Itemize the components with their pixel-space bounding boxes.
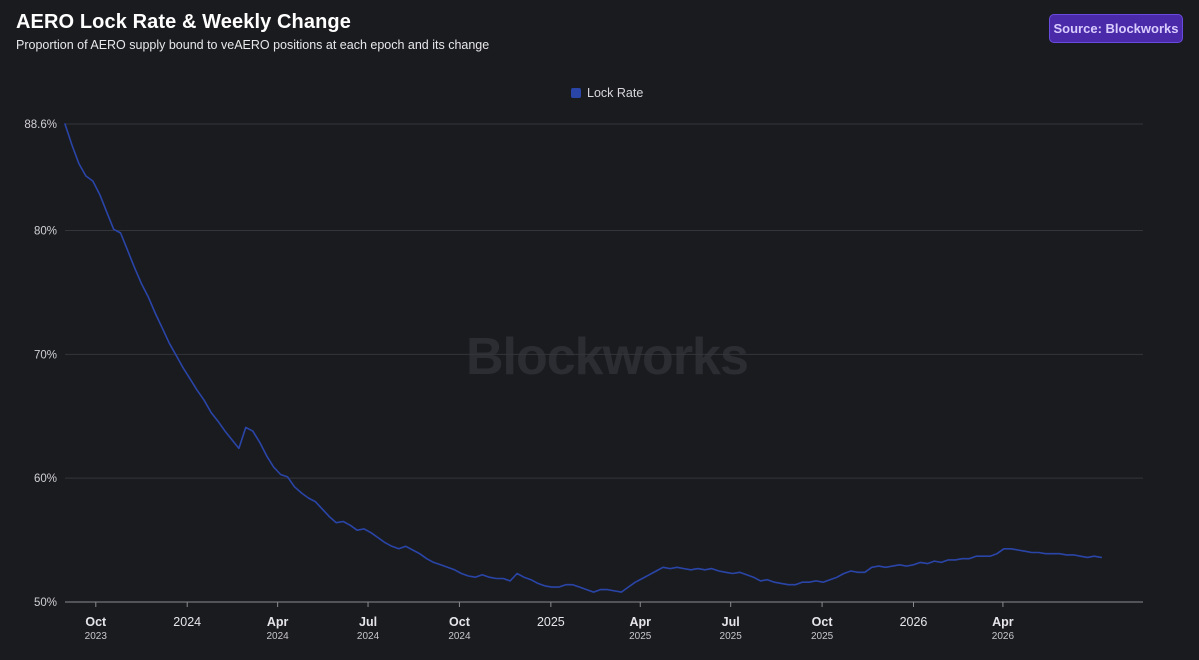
grid-layer [65, 123, 1143, 479]
x-tick-label: Jul [722, 615, 740, 629]
chart-title: AERO Lock Rate & Weekly Change [16, 11, 351, 33]
series-line-lock-rate [64, 123, 1103, 593]
x-tick-label: 2024 [173, 615, 201, 629]
x-tick-label: Apr [992, 615, 1014, 629]
x-tick-label: Jul [359, 615, 377, 629]
x-tick-sublabel: 2025 [720, 631, 743, 642]
y-tick-label: 88.6% [24, 119, 57, 131]
x-tick-label: Oct [449, 615, 471, 629]
x-tick-label: Oct [85, 615, 107, 629]
x-tick-sublabel: 2024 [266, 631, 289, 642]
y-tick-label: 50% [34, 597, 57, 609]
x-tick-label: 2026 [900, 615, 928, 629]
y-tick-label: 60% [34, 473, 57, 485]
legend[interactable]: Lock Rate [571, 86, 643, 100]
x-tick-sublabel: 2026 [992, 631, 1015, 642]
x-tick-label: 2025 [537, 615, 565, 629]
axis-layer: 88.6% 80% 70% 60% 50% Oct 2023 2024 Apr 2024 Jul 20… [24, 119, 1143, 642]
x-tick-label: Oct [812, 615, 834, 629]
series-layer [64, 123, 1103, 593]
x-tick-label: Apr [267, 615, 289, 629]
watermark: Blockworks [466, 328, 749, 386]
x-tick-label: Apr [629, 615, 651, 629]
legend-label-lock-rate: Lock Rate [587, 86, 644, 100]
source-badge[interactable]: Source: Blockworks [1049, 14, 1183, 43]
x-tick-sublabel: 2025 [629, 631, 652, 642]
x-tick-sublabel: 2024 [357, 631, 380, 642]
x-tick-sublabel: 2025 [811, 631, 834, 642]
y-tick-label: 70% [34, 349, 57, 361]
y-tick-label: 80% [34, 225, 57, 237]
legend-swatch-lock-rate [571, 88, 581, 98]
x-tick-sublabel: 2024 [448, 631, 471, 642]
x-tick-sublabel: 2023 [85, 631, 108, 642]
chart-subtitle: Proportion of AERO supply bound to veAER… [16, 38, 490, 52]
